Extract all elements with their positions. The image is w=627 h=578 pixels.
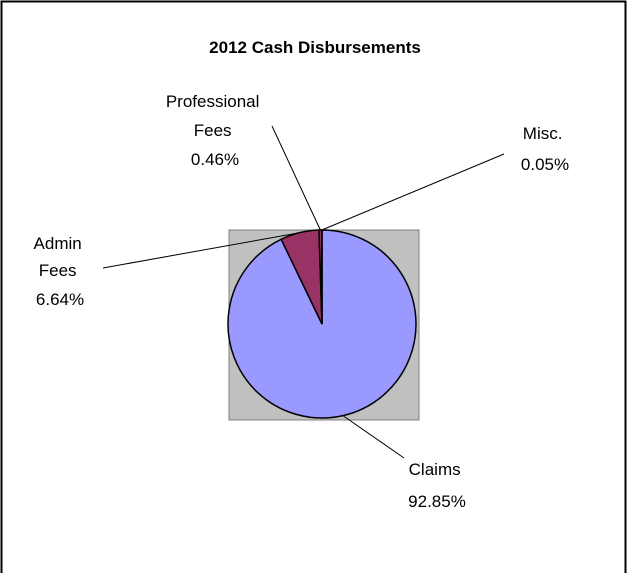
label-misc-value: 0.05%: [521, 155, 569, 174]
label-misc-name: Misc.: [523, 124, 563, 143]
label-professional-line1: Professional: [166, 92, 260, 111]
label-admin-fees: Admin Fees 6.64%: [34, 234, 87, 309]
label-professional-fees: Professional Fees 0.46%: [166, 92, 264, 169]
label-admin-value: 6.64%: [36, 290, 84, 309]
label-claims: Claims 92.85%: [408, 460, 466, 511]
leader-professional-fees: [272, 126, 320, 230]
label-admin-line2: Fees: [39, 261, 77, 280]
label-professional-line2: Fees: [194, 121, 232, 140]
leader-claims: [343, 416, 404, 458]
pie-slices: [228, 230, 416, 418]
chart-title: 2012 Cash Disbursements: [209, 38, 421, 57]
label-professional-value: 0.46%: [191, 150, 239, 169]
label-misc: Misc. 0.05%: [521, 124, 569, 174]
label-claims-name: Claims: [409, 460, 461, 479]
label-admin-line1: Admin: [34, 234, 82, 253]
label-claims-value: 92.85%: [408, 492, 466, 511]
leader-misc: [322, 154, 504, 230]
